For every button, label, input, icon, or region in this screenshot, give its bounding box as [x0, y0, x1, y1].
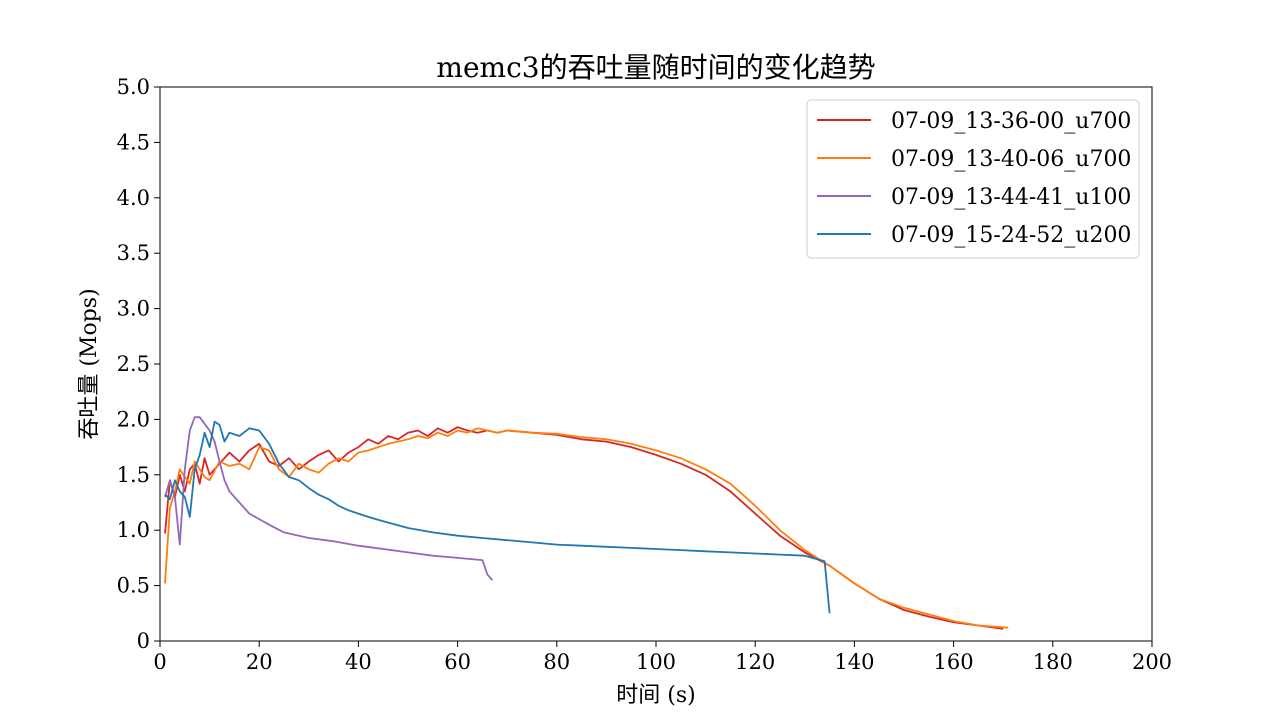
y-tick-label: 1.0: [117, 518, 150, 542]
series-line-3: [164, 416, 493, 581]
chart-title: memc3的吞吐量随时间的变化趋势: [436, 51, 875, 84]
legend-label-1: 07-09_13-36-00_u700: [891, 109, 1131, 134]
x-tick-label: 80: [543, 650, 570, 674]
legend-label-3: 07-09_13-44-41_u100: [891, 185, 1131, 210]
y-tick-label: 1.5: [117, 463, 150, 487]
y-tick-label: 4.5: [117, 130, 150, 154]
y-tick-label: 0.5: [117, 574, 150, 598]
x-tick-label: 40: [345, 650, 372, 674]
x-axis-label: 时间 (s): [616, 683, 695, 708]
y-tick-label: 2.0: [117, 407, 150, 431]
y-tick-label: 5.0: [117, 75, 150, 99]
series-line-4: [164, 420, 831, 614]
y-tick-label: 0: [137, 629, 150, 653]
x-tick-label: 20: [246, 650, 273, 674]
legend-box: [806, 99, 1140, 259]
x-tick-label: 180: [1033, 650, 1073, 674]
x-tick-label: 140: [834, 650, 874, 674]
x-tick-label: 100: [636, 650, 676, 674]
x-tick-label: 160: [934, 650, 974, 674]
y-axis-label: 吞吐量 (Mops): [77, 288, 102, 439]
x-tick-label: 0: [153, 650, 166, 674]
legend: 07-09_13-36-00_u700 07-09_13-40-06_u700 07…: [806, 99, 1140, 259]
x-axis-ticks: 0 20 40 60 80 100 120 140 160 180 200: [153, 641, 1172, 674]
x-tick-label: 120: [735, 650, 775, 674]
legend-label-2: 07-09_13-40-06_u700: [891, 147, 1131, 172]
x-tick-label: 200: [1132, 650, 1172, 674]
legend-label-4: 07-09_15-24-52_u200: [891, 223, 1131, 248]
y-tick-label: 3.0: [117, 297, 150, 321]
y-tick-label: 4.0: [117, 186, 150, 210]
series-line-2: [164, 427, 1009, 629]
x-tick-label: 60: [444, 650, 471, 674]
y-tick-label: 2.5: [117, 352, 150, 376]
series-layer: [164, 416, 1009, 630]
y-axis-ticks: 0 0.5 1.0 1.5 2.0 2.5 3.0 3.5 4.0 4.5 5.0: [117, 75, 160, 653]
y-tick-label: 3.5: [117, 241, 150, 265]
